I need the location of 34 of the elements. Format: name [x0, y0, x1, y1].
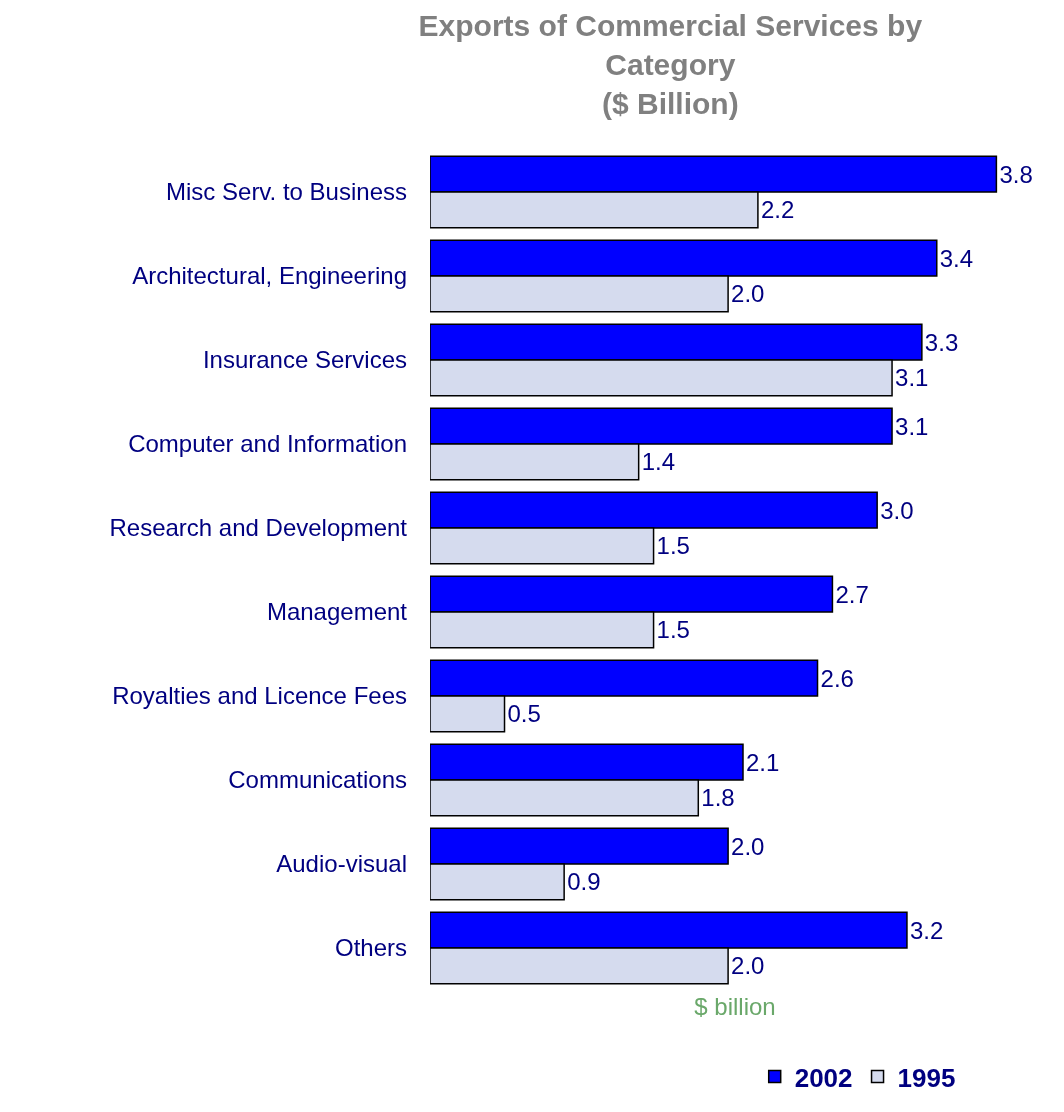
chart-title: Exports of Commercial Services by Category ($ Billion) — [418, 9, 923, 120]
data-label: 3.3 — [924, 328, 959, 356]
y-tick-label: Research and Development — [109, 514, 408, 542]
y-tick-label: Communications — [228, 766, 407, 794]
y-tick-label: Others — [334, 934, 407, 962]
data-label: 3.2 — [909, 916, 944, 944]
y-tick-label: Management — [266, 598, 408, 626]
y-tick-label: Royalties and Licence Fees — [112, 682, 407, 710]
data-label: 0.5 — [507, 700, 541, 728]
y-tick-label: Computer and Information — [128, 430, 407, 458]
data-label: 2.1 — [746, 748, 780, 776]
y-tick-label: Misc Serv. to Business — [166, 178, 407, 206]
data-label: 2.2 — [760, 196, 795, 224]
data-label: 1.4 — [641, 448, 676, 476]
y-tick-label: Architectural, Engineering — [132, 262, 407, 290]
data-label: 1.5 — [656, 532, 690, 560]
x-axis-title: $ billion — [694, 993, 776, 1021]
data-label: 3.8 — [999, 160, 1033, 188]
data-label: 2.0 — [731, 832, 765, 860]
data-label: 1.8 — [701, 784, 735, 812]
data-label: 2.6 — [820, 664, 854, 692]
data-label: 2.0 — [731, 952, 765, 980]
data-label: 1.5 — [656, 616, 690, 644]
data-label: 3.0 — [880, 496, 914, 524]
legend-label: 2002 — [794, 1062, 853, 1093]
data-label: 2.7 — [835, 580, 869, 608]
data-label: 3.1 — [895, 364, 929, 392]
data-label: 0.9 — [567, 868, 601, 896]
y-tick-label: Insurance Services — [202, 346, 407, 374]
data-label: 3.1 — [895, 412, 929, 440]
data-label: 3.4 — [939, 244, 974, 272]
legend-label: 1995 — [897, 1062, 956, 1093]
y-tick-label: Audio-visual — [276, 850, 407, 878]
data-label: 2.0 — [731, 280, 765, 308]
